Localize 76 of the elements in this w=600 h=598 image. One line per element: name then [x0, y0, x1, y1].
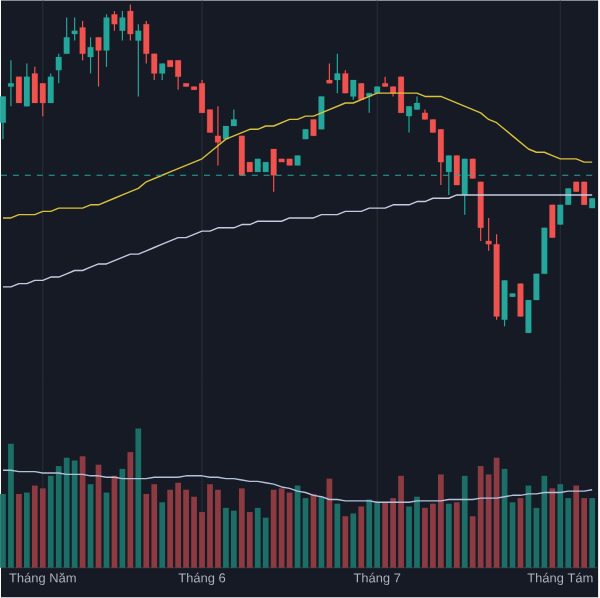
- candlestick: [15, 76, 22, 104]
- candlestick: [31, 66, 38, 104]
- bar: [549, 488, 556, 568]
- bar: [127, 452, 134, 568]
- candlestick: [238, 135, 245, 177]
- candlestick: [0, 96, 6, 140]
- candlestick: [111, 10, 118, 32]
- bar: [223, 508, 229, 568]
- candlestick: [135, 23, 142, 98]
- candlestick: [55, 53, 62, 85]
- candlestick: [477, 181, 484, 242]
- candlestick: [398, 76, 405, 114]
- candlestick: [549, 204, 556, 239]
- bar: [270, 489, 277, 568]
- candlestick: [23, 63, 30, 108]
- bar: [414, 496, 420, 568]
- bar: [342, 516, 349, 568]
- candlestick: [175, 59, 182, 91]
- bar: [175, 482, 181, 568]
- bar: [31, 485, 38, 568]
- bar: [254, 508, 261, 568]
- candlestick: [103, 13, 110, 68]
- bar: [135, 428, 142, 568]
- bar: [231, 510, 237, 568]
- bar: [461, 476, 468, 568]
- bar: [589, 498, 595, 568]
- candlestick: [79, 20, 86, 62]
- bar: [63, 457, 70, 568]
- candlestick: [127, 4, 134, 42]
- bar: [55, 466, 62, 568]
- candlestick: [270, 148, 277, 193]
- bar: [374, 502, 381, 568]
- candlestick: [501, 279, 508, 328]
- bar: [207, 484, 213, 568]
- candlestick: [342, 69, 349, 94]
- bar: [422, 508, 428, 568]
- bar: [541, 476, 548, 568]
- candlestick: [318, 96, 325, 131]
- bar: [438, 474, 444, 568]
- candlestick: [63, 17, 70, 55]
- bar: [334, 503, 341, 568]
- candlestick: [334, 53, 341, 94]
- candlestick: [453, 155, 460, 186]
- candlestick: [382, 76, 389, 88]
- candlestick: [326, 63, 333, 85]
- candlestick: [214, 105, 221, 167]
- candlestick: [119, 10, 126, 42]
- bar: [398, 476, 404, 568]
- bar: [238, 488, 245, 568]
- bar: [183, 489, 189, 568]
- bar: [159, 502, 166, 568]
- candlestick: [406, 105, 412, 134]
- candlestick: [95, 36, 102, 88]
- candlestick: [7, 59, 14, 108]
- bar: [358, 506, 365, 568]
- candlestick: [517, 283, 524, 318]
- candlestick: [350, 79, 357, 101]
- bar: [8, 443, 14, 568]
- bar: [573, 485, 580, 568]
- bar: [16, 494, 22, 568]
- bar: [350, 513, 357, 568]
- bar: [477, 466, 484, 568]
- bar: [557, 484, 564, 568]
- bar: [39, 488, 46, 568]
- bar: [366, 499, 373, 568]
- candlestick: [71, 17, 78, 42]
- bar: [167, 489, 174, 568]
- bar: [453, 502, 460, 568]
- bar: [151, 484, 158, 568]
- bar: [382, 502, 388, 568]
- bar: [445, 503, 452, 568]
- candlestick: [87, 36, 94, 75]
- bar: [191, 496, 197, 568]
- bar: [23, 492, 30, 568]
- candlestick: [47, 73, 54, 104]
- bar: [215, 489, 221, 568]
